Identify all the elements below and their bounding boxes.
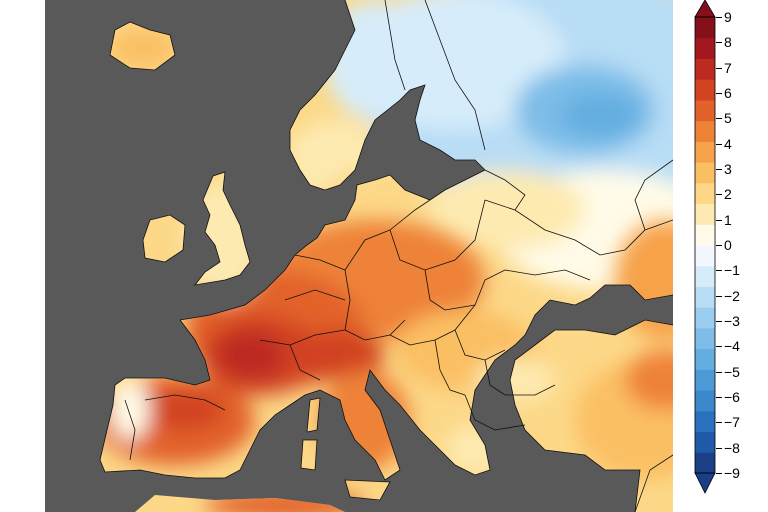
colorbar-segment xyxy=(695,37,715,59)
colorbar-segment xyxy=(695,369,715,391)
colorbar-tick xyxy=(716,371,722,373)
colorbar-tick xyxy=(716,169,722,170)
colorbar-tick-label: 7 xyxy=(724,59,732,76)
colorbar-tick-label: 8 xyxy=(724,34,732,51)
colorbar-tick-label: −8 xyxy=(724,439,740,456)
colorbar-tick xyxy=(716,143,722,145)
colorbar-tick xyxy=(716,321,722,322)
colorbar-tick-label: −4 xyxy=(724,338,740,355)
colorbar-tick-label: 3 xyxy=(724,161,732,177)
colorbar-tick xyxy=(716,245,722,246)
colorbar-segment xyxy=(695,431,715,453)
colorbar-segment xyxy=(695,17,715,39)
colorbar-tick xyxy=(716,447,722,449)
colorbar-tick xyxy=(716,270,722,272)
colorbar-tick-label: −6 xyxy=(724,389,740,405)
colorbar-segment xyxy=(695,245,715,267)
colorbar-tick xyxy=(716,422,722,424)
colorbar-tick-label: −5 xyxy=(724,363,740,380)
colorbar-segment xyxy=(695,203,715,225)
colorbar-extend-max xyxy=(694,0,716,18)
colorbar-tick-label: −9 xyxy=(724,465,740,481)
colorbar-tick xyxy=(716,194,722,196)
colorbar: 9 8 7 6 5 4 3 2 1 0 −1 −2 −3 −4 −5 −6 −7 −8 −9 xyxy=(690,0,768,512)
anomaly-map xyxy=(99,0,673,512)
colorbar-segment xyxy=(695,410,715,433)
colorbar-segment xyxy=(695,307,715,329)
colorbar-segment xyxy=(695,327,715,350)
colorbar-tick xyxy=(716,42,722,44)
colorbar-tick xyxy=(716,219,722,221)
colorbar-tick-label: 5 xyxy=(724,110,732,127)
colorbar-tick-label: 9 xyxy=(724,9,732,25)
land-anomaly-layer xyxy=(100,0,673,512)
map-panel xyxy=(45,0,673,512)
colorbar-tick-label: 6 xyxy=(724,85,732,101)
colorbar-segment xyxy=(695,452,715,474)
colorbar-segment xyxy=(695,162,715,184)
country-borders xyxy=(99,0,673,512)
colorbar-segment xyxy=(695,286,715,308)
colorbar-tick-label: 1 xyxy=(724,211,732,228)
colorbar-tick-label: −3 xyxy=(724,313,740,329)
colorbar-tick-label: 2 xyxy=(724,186,732,203)
colorbar-tick-label: −7 xyxy=(724,414,740,431)
colorbar-segment xyxy=(695,99,715,122)
colorbar-extend-min xyxy=(694,472,716,494)
colorbar-tick-label: −1 xyxy=(724,262,740,279)
colorbar-tick xyxy=(716,118,722,120)
colorbar-frame xyxy=(694,16,716,474)
colorbar-segment xyxy=(695,79,715,101)
colorbar-tick xyxy=(716,295,722,297)
colorbar-scale xyxy=(694,0,716,494)
colorbar-tick-label: 4 xyxy=(724,135,732,152)
colorbar-segment xyxy=(695,182,715,205)
colorbar-segment xyxy=(695,390,715,412)
colorbar-tick xyxy=(716,346,722,348)
colorbar-segment xyxy=(695,265,715,287)
colorbar-tick xyxy=(716,17,722,18)
colorbar-tick xyxy=(716,473,722,474)
colorbar-tick-label: 0 xyxy=(724,237,732,253)
colorbar-segment xyxy=(695,58,715,80)
colorbar-segment xyxy=(695,141,715,163)
colorbar-tick xyxy=(716,397,722,398)
colorbar-segment xyxy=(695,120,715,142)
colorbar-tick xyxy=(716,93,722,94)
colorbar-tick xyxy=(716,67,722,69)
colorbar-segment xyxy=(695,224,715,246)
colorbar-segment xyxy=(695,348,715,370)
colorbar-tick-label: −2 xyxy=(724,287,740,304)
